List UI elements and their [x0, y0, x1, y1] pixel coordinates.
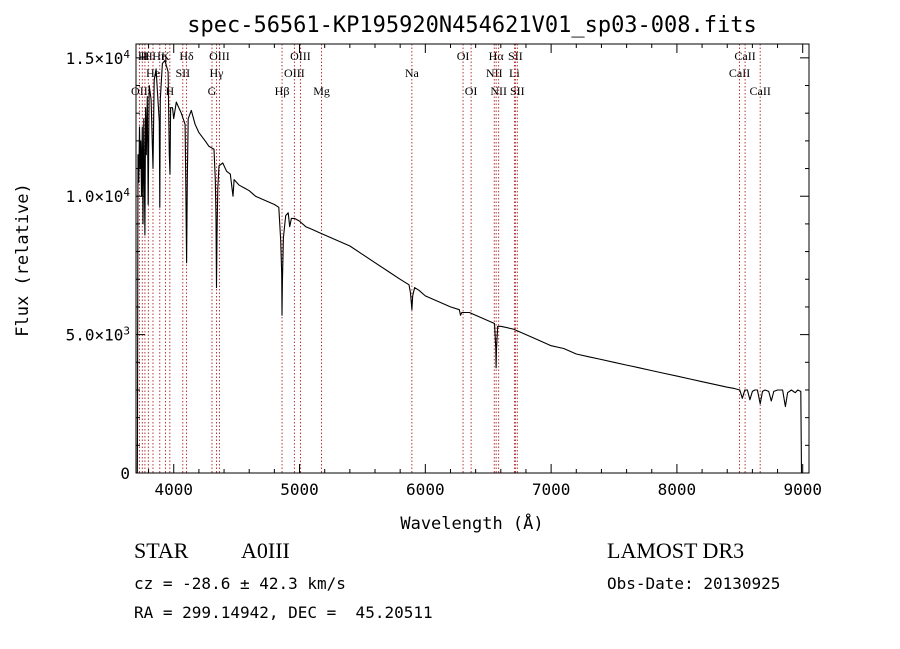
x-tick-label-5: 9000 — [783, 480, 822, 499]
line-marker-label-27: CaII — [734, 49, 755, 63]
line-marker-label-4: He — [146, 66, 160, 80]
observation-date: Obs-Date: 20130925 — [607, 574, 781, 593]
line-marker-label-23: Li — [509, 66, 520, 80]
object-class: STAR — [134, 538, 189, 563]
redshift-readout: cz = -28.6 ± 42.3 km/s — [134, 574, 346, 593]
spectral-line-markers: OIIHHHHeHηKHSIIHδGHγOIIIHβOIIIOIIIMgNaOI… — [131, 44, 771, 473]
x-tick-label-3: 7000 — [532, 480, 571, 499]
x-tick-label-2: 6000 — [406, 480, 445, 499]
line-marker-label-28: CaII — [750, 84, 771, 98]
line-marker-label-21: Hα — [489, 49, 505, 63]
line-marker-label-15: OIII — [290, 49, 311, 63]
line-marker-label-8: SII — [175, 66, 190, 80]
line-marker-label-26: CaII — [729, 66, 750, 80]
plot-frame — [135, 43, 810, 474]
y-tick-label-3: 1.5×104 — [66, 47, 131, 68]
line-marker-label-11: Hγ — [210, 66, 225, 80]
line-marker-label-13: Hβ — [275, 84, 290, 98]
x-tick-label-1: 5000 — [280, 480, 319, 499]
line-marker-label-7: H — [166, 84, 175, 98]
line-marker-label-3: H — [144, 49, 153, 63]
line-marker-label-18: OI — [457, 49, 470, 63]
survey-name: LAMOST DR3 — [607, 538, 745, 563]
line-marker-label-19: OI — [465, 84, 478, 98]
line-marker-label-12: OIII — [209, 49, 230, 63]
x-axis-label: Wavelength (Å) — [400, 512, 543, 534]
y-tick-label-2: 1.0×104 — [66, 186, 131, 207]
line-marker-label-22: NII — [490, 84, 507, 98]
line-marker-label-5: Hη — [152, 49, 167, 63]
line-marker-label-1: H — [138, 49, 147, 63]
y-axis-ticks: 0 5.0×103 1.0×104 1.5×104 — [66, 47, 809, 483]
coordinates-readout: RA = 299.14942, DEC = 45.20511 — [134, 603, 433, 622]
line-marker-label-17: Na — [405, 66, 420, 80]
line-marker-label-24: SII — [508, 49, 523, 63]
line-marker-label-9: Hδ — [179, 49, 194, 63]
x-tick-label-0: 4000 — [154, 480, 193, 499]
spectrum-series — [136, 60, 803, 474]
y-tick-label-0: 0 — [120, 464, 130, 483]
y-axis-label: Flux (relative) — [13, 183, 33, 337]
y-tick-label-1: 5.0×103 — [66, 324, 130, 345]
series-flux — [136, 60, 803, 474]
line-marker-label-16: Mg — [313, 84, 330, 98]
line-marker-label-6: K — [161, 49, 170, 63]
line-marker-label-25: SII — [510, 84, 525, 98]
line-marker-label-2: H — [141, 49, 150, 63]
line-marker-label-14: OIII — [284, 66, 305, 80]
line-marker-label-10: G — [208, 84, 217, 98]
line-marker-label-20: NII — [486, 66, 503, 80]
object-subclass: A0III — [241, 538, 290, 563]
chart-title: spec-56561-KP195920N454621V01_sp03-008.f… — [187, 13, 757, 38]
x-tick-label-4: 8000 — [658, 480, 697, 499]
line-marker-label-0: OII — [131, 84, 148, 98]
x-axis-ticks: 4000 5000 6000 7000 8000 9000 — [148, 44, 822, 499]
